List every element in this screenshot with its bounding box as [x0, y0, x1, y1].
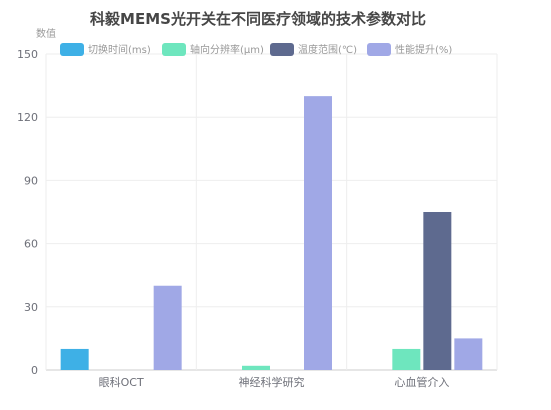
y-tick-label: 0 [31, 364, 38, 377]
bars [60, 96, 483, 370]
x-category-label: 眼科OCT [99, 375, 144, 389]
legend-label: 切换时间(ms) [88, 43, 151, 56]
y-tick-label: 90 [24, 174, 38, 187]
bar[interactable] [423, 212, 452, 370]
y-tick-label: 150 [17, 48, 38, 61]
bar[interactable] [304, 96, 332, 370]
legend-label: 轴向分辨率(μm) [190, 43, 264, 56]
legend-item[interactable]: 轴向分辨率(μm) [162, 43, 264, 56]
x-category-label: 神经科学研究 [239, 375, 305, 389]
legend-item[interactable]: 性能提升(%) [367, 43, 452, 56]
y-axis-ticks: 0 30 60 90 120 150 [17, 48, 38, 377]
legend-item[interactable]: 切换时间(ms) [60, 43, 151, 56]
legend-swatch [270, 43, 294, 56]
y-axis-unit-label: 数值 [36, 27, 56, 40]
bar[interactable] [153, 285, 182, 370]
bar[interactable] [392, 348, 421, 370]
x-axis-categories: 眼科OCT 神经科学研究 心血管介入 [99, 375, 450, 389]
legend-label: 温度范围(℃) [298, 43, 357, 56]
legend-label: 性能提升(%) [395, 43, 452, 56]
bar[interactable] [454, 338, 483, 370]
y-tick-label: 30 [24, 301, 38, 314]
legend-swatch [60, 43, 84, 56]
legend-swatch [162, 43, 186, 56]
chart-title: 科毅MEMS光开关在不同医疗领域的技术参数对比 [90, 10, 426, 28]
bar[interactable] [242, 365, 270, 370]
y-tick-label: 60 [24, 238, 38, 251]
legend[interactable]: 切换时间(ms) 轴向分辨率(μm) 温度范围(℃) 性能提升(%) [60, 43, 452, 56]
y-tick-label: 120 [17, 111, 38, 124]
legend-swatch [367, 43, 391, 56]
legend-item[interactable]: 温度范围(℃) [270, 43, 357, 56]
x-category-label: 心血管介入 [394, 375, 449, 389]
bar[interactable] [60, 348, 89, 370]
